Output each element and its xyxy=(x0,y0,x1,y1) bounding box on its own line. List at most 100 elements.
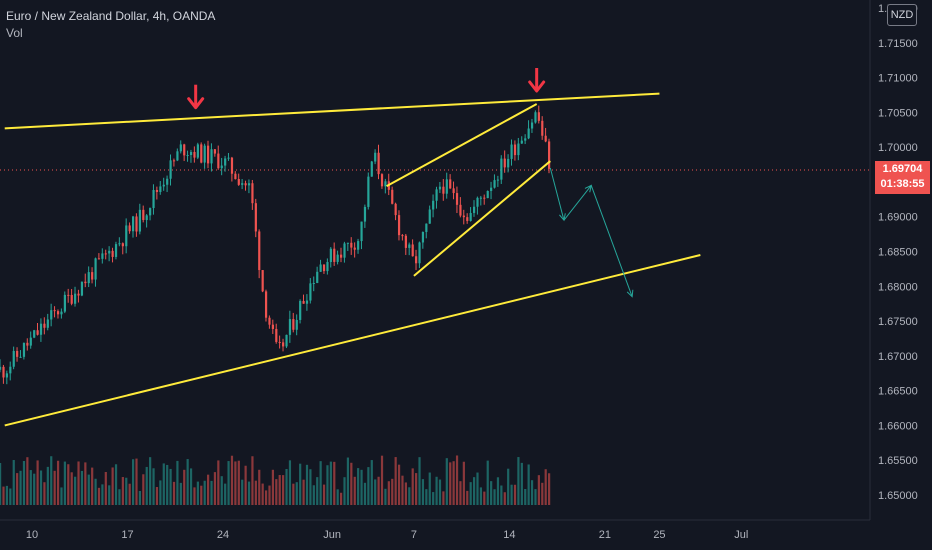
candle xyxy=(363,204,367,228)
volume-bar xyxy=(360,469,363,505)
trendlines[interactable] xyxy=(4,92,701,427)
volume-bar xyxy=(111,467,114,505)
candle xyxy=(438,182,442,194)
time-tick-label: 17 xyxy=(121,529,133,541)
candle xyxy=(548,138,551,174)
candle xyxy=(87,266,90,288)
price-tick-label: 1.65000 xyxy=(878,490,918,502)
trendline-upper-resistance[interactable] xyxy=(4,92,660,130)
candle xyxy=(336,250,339,265)
candle xyxy=(121,242,124,255)
candle xyxy=(207,140,210,169)
volume-bar xyxy=(203,480,206,505)
candle xyxy=(189,149,193,163)
volume-bar xyxy=(2,486,5,505)
volume-bar xyxy=(237,460,240,505)
volume-bar xyxy=(472,477,476,505)
candle xyxy=(367,172,370,210)
volume-bar xyxy=(46,466,49,505)
volume-bar xyxy=(305,464,309,505)
time-tick-label: 7 xyxy=(411,529,417,541)
candle xyxy=(84,273,87,288)
volume-bar xyxy=(128,483,131,505)
candle xyxy=(534,110,537,124)
volume-bar xyxy=(524,488,527,505)
volume-bar xyxy=(155,487,159,505)
price-tick-label: 1.66000 xyxy=(878,420,918,432)
candle xyxy=(462,209,465,225)
candle xyxy=(469,207,472,222)
price-tick-label: 1.68000 xyxy=(878,281,918,293)
volume-bar xyxy=(496,477,500,505)
trendline-wedge-lower[interactable] xyxy=(413,160,551,277)
trendline-lower-support[interactable] xyxy=(4,254,701,427)
candle xyxy=(353,242,356,258)
candle xyxy=(155,186,159,200)
volume-bar xyxy=(490,481,493,505)
volume-bar xyxy=(333,461,336,505)
candle xyxy=(0,359,2,373)
candle xyxy=(224,155,227,172)
volume-bar xyxy=(101,484,104,505)
volume-bar xyxy=(299,463,302,505)
candle xyxy=(292,312,295,333)
volume-bar xyxy=(548,473,551,505)
trendline-wedge-upper[interactable] xyxy=(386,103,538,187)
volume-bar xyxy=(16,473,19,505)
candle xyxy=(421,231,425,249)
volume-bar xyxy=(121,477,124,505)
volume-bar xyxy=(53,470,56,505)
volume-bar xyxy=(282,475,285,505)
candle xyxy=(541,116,544,140)
candle xyxy=(299,299,302,324)
currency-badge[interactable]: NZD xyxy=(887,4,917,26)
candle xyxy=(50,303,53,327)
volume-bar xyxy=(442,491,445,505)
volume-bar xyxy=(530,480,534,505)
candle xyxy=(493,174,496,189)
candle xyxy=(401,234,404,241)
volume-bar xyxy=(230,455,234,505)
candle xyxy=(19,350,22,358)
volume-bar xyxy=(22,461,26,505)
last-price-value: 1.69704 xyxy=(882,163,923,175)
time-tick-label: 24 xyxy=(217,529,229,541)
candle xyxy=(183,143,186,162)
projection-path[interactable] xyxy=(549,167,634,298)
candle xyxy=(101,248,104,264)
candle xyxy=(220,157,223,176)
candle xyxy=(258,229,261,279)
candles xyxy=(0,105,551,385)
candle xyxy=(12,346,15,370)
candle xyxy=(94,257,97,287)
candle xyxy=(43,317,46,335)
projection-segment[interactable] xyxy=(549,167,565,221)
volume-bar xyxy=(285,469,288,505)
volume-bar xyxy=(56,460,60,505)
volume-bar xyxy=(87,474,90,505)
volume-bar xyxy=(428,472,431,505)
projection-segment[interactable] xyxy=(590,185,633,297)
volume-bar xyxy=(326,465,329,505)
candle xyxy=(449,174,452,190)
volume-bar xyxy=(268,485,271,505)
candle xyxy=(118,237,121,247)
price-axis: 1.720001.715001.710001.705001.700001.695… xyxy=(878,3,918,502)
volume-bar xyxy=(350,462,353,505)
volume-bar xyxy=(213,472,217,505)
candle xyxy=(200,142,203,164)
volume-bar xyxy=(397,464,401,505)
candle xyxy=(162,177,165,191)
candle xyxy=(234,171,237,180)
candle xyxy=(261,269,264,293)
candle xyxy=(452,181,455,200)
candle xyxy=(278,335,281,349)
volume-bar xyxy=(346,457,350,505)
candle xyxy=(459,197,462,218)
projection-segment[interactable] xyxy=(563,185,592,221)
candle xyxy=(5,370,9,385)
volume-bar xyxy=(503,492,506,505)
volume-bar xyxy=(336,489,339,505)
down-arrow-icon xyxy=(187,84,205,110)
